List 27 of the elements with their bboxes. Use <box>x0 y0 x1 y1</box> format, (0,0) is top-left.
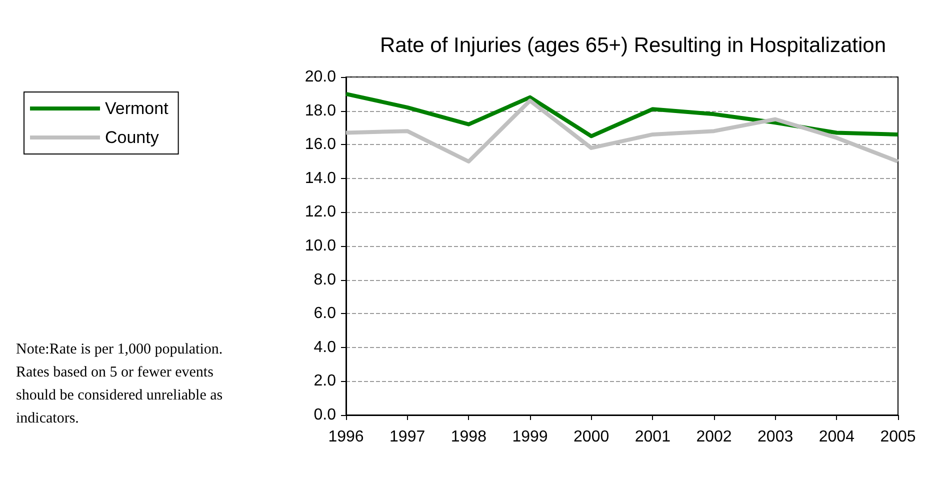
x-tick-label: 2002 <box>696 428 732 446</box>
line-series <box>344 92 900 138</box>
line-series <box>344 98 900 164</box>
chart-title: Rate of Injuries (ages 65+) Resulting in Hospitalization <box>380 34 886 57</box>
y-tick-label: 4.0 <box>314 338 336 356</box>
x-tick-label: 1998 <box>450 428 487 446</box>
y-tick-label: 2.0 <box>314 372 336 390</box>
x-tick-label: 1999 <box>512 428 548 446</box>
x-tick-label: 2000 <box>574 428 610 446</box>
y-tick-label: 8.0 <box>314 271 336 288</box>
text: Note:Rate is per 1,000 population. Rates based on 5 or fewer events should be considered unreliable as indicators. <box>16 342 223 426</box>
x-tick-label: 2004 <box>818 428 855 446</box>
y-tick-label: 6.0 <box>314 305 336 322</box>
x-tick-label: 1997 <box>390 428 426 446</box>
legend-label: County <box>105 128 160 147</box>
legend-label: Vermont <box>105 99 169 118</box>
y-tick-label: 12.0 <box>304 204 336 221</box>
y-tick-label: 10.0 <box>304 238 336 254</box>
x-tick-label: 2005 <box>880 428 916 446</box>
y-tick-label: 18.0 <box>304 102 336 120</box>
y-tick-label: 20.0 <box>304 68 336 86</box>
y-tick-label: 14.0 <box>304 170 336 187</box>
x-tick-label: 2001 <box>634 428 671 446</box>
y-tick-label: 16.0 <box>304 136 336 154</box>
x-tick-label: 1996 <box>328 428 364 446</box>
y-tick-label: 0.0 <box>314 406 336 424</box>
x-tick-label: 2003 <box>758 428 794 446</box>
